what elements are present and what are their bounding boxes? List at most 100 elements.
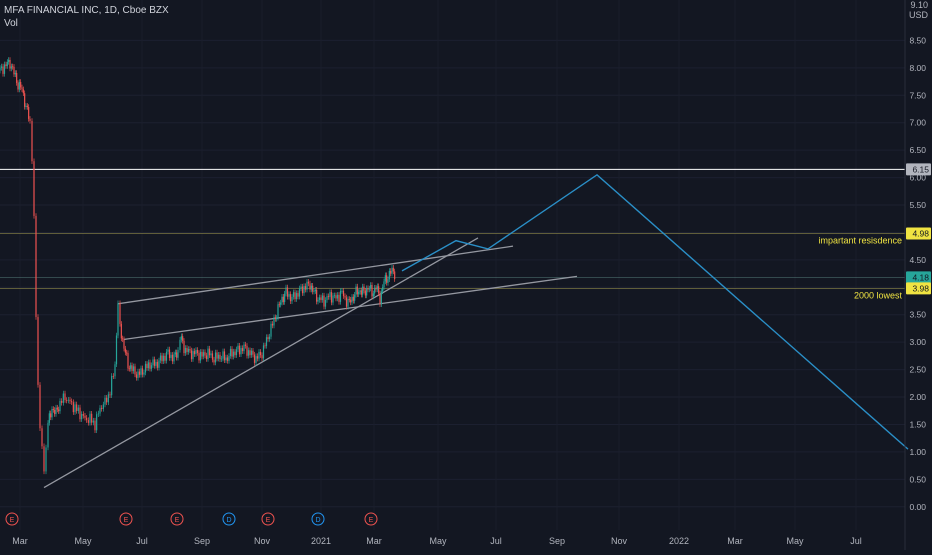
event-marker-icon — [119, 512, 133, 526]
candle-body — [29, 118, 31, 121]
candle-body — [264, 345, 266, 347]
candle-body — [372, 293, 374, 297]
candle-body — [2, 66, 4, 74]
x-tick-label: Jul — [850, 536, 862, 546]
candle-body — [237, 345, 239, 350]
candle-body — [205, 355, 208, 360]
candle-body — [273, 317, 275, 326]
candle-body — [192, 351, 194, 360]
candle-body — [316, 289, 318, 302]
candle-body — [161, 355, 163, 362]
candle-body — [370, 284, 372, 289]
candle-body — [120, 323, 122, 339]
volume-label: Vol — [4, 18, 18, 29]
x-tick-label: Jul — [490, 536, 502, 546]
event-marker-icon — [311, 512, 325, 526]
candle-body — [286, 287, 289, 297]
candle-body — [140, 368, 142, 375]
y-tick-label: 7.50 — [909, 90, 926, 100]
candle-body — [228, 355, 230, 361]
candle-body — [48, 413, 50, 423]
candle-body — [146, 363, 148, 369]
candle-body — [201, 351, 203, 357]
candle-body — [28, 107, 30, 119]
price-label: 3.98 — [912, 283, 929, 293]
candle-body — [106, 397, 108, 403]
candle-body — [180, 336, 182, 340]
candle-body — [82, 414, 84, 416]
candle-body — [333, 295, 336, 297]
x-tick-label: Nov — [611, 536, 628, 546]
candle-body — [280, 302, 282, 305]
y-tick-label: 3.00 — [909, 337, 926, 347]
price-label-bg — [906, 227, 931, 240]
event-marker-label: D — [315, 517, 320, 524]
candle-body — [147, 362, 150, 369]
candle-body — [268, 336, 271, 340]
candle-body — [135, 374, 138, 378]
candle-body — [220, 358, 223, 360]
candle-body — [66, 400, 68, 401]
candle-body — [383, 281, 385, 288]
candle-body — [20, 81, 22, 88]
candle-body — [167, 349, 169, 352]
candle-body — [262, 345, 265, 359]
x-tick-label: Sep — [549, 536, 565, 546]
candle-body — [25, 105, 27, 107]
candle-body — [51, 408, 53, 418]
candle-body — [59, 400, 61, 412]
x-tick-label: 2022 — [669, 536, 689, 546]
annotation-label: impartant resisdence — [818, 236, 902, 246]
candle-body — [50, 413, 52, 418]
candle-body — [225, 357, 227, 361]
candle-body — [195, 349, 197, 355]
candle-body — [14, 72, 16, 75]
candle-body — [117, 303, 119, 336]
x-tick-label: Mar — [727, 536, 743, 546]
candle-body — [22, 89, 24, 94]
trendline — [123, 275, 578, 341]
symbol-title: MFA FINANCIAL INC, 1D, Cboe BZX — [4, 5, 169, 16]
candle-body — [56, 407, 58, 410]
candle-body — [301, 286, 304, 294]
candle-body — [338, 294, 340, 302]
candle-body — [18, 81, 20, 90]
candle-body — [97, 413, 99, 415]
candle-body — [344, 296, 346, 298]
y-tick-label: 7.00 — [909, 118, 926, 128]
candle-body — [127, 353, 129, 369]
x-tick-label: May — [429, 536, 447, 546]
candle-body — [359, 290, 361, 292]
candle-body — [128, 368, 130, 370]
candle-body — [207, 348, 209, 360]
candle-body — [394, 271, 396, 280]
candle-body — [384, 275, 386, 282]
candle-body — [243, 344, 245, 352]
candle-body — [238, 345, 241, 355]
candle-body — [341, 290, 343, 292]
event-marker-label: E — [124, 517, 129, 524]
candle-body — [250, 350, 253, 356]
candle-body — [291, 296, 293, 302]
candle-body — [259, 351, 262, 356]
candle-body — [144, 363, 147, 373]
candle-body — [69, 399, 71, 402]
candle-body — [300, 286, 302, 289]
projection-path — [401, 173, 909, 450]
candle-body — [204, 352, 206, 356]
x-tick-label: Jul — [136, 536, 148, 546]
candle-body — [168, 349, 171, 358]
candle-body — [240, 348, 242, 355]
y-tick-label: 1.50 — [909, 419, 926, 429]
candle-body — [278, 304, 280, 306]
price-label-bg — [906, 163, 931, 176]
candle-body — [339, 291, 342, 302]
candle-body — [107, 394, 109, 403]
candle-body — [312, 285, 314, 292]
candle-body — [176, 352, 178, 358]
candle-body — [152, 359, 154, 366]
candle-body — [5, 64, 7, 67]
event-marker-icon — [261, 512, 275, 526]
